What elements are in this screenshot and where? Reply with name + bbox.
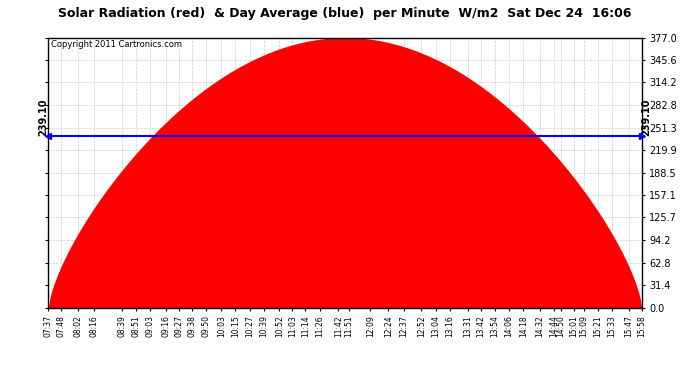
Text: Copyright 2011 Cartronics.com: Copyright 2011 Cartronics.com <box>51 40 182 49</box>
Text: 239.10: 239.10 <box>642 99 651 136</box>
Text: 239.10: 239.10 <box>39 99 48 136</box>
Text: Solar Radiation (red)  & Day Average (blue)  per Minute  W/m2  Sat Dec 24  16:06: Solar Radiation (red) & Day Average (blu… <box>58 8 632 21</box>
